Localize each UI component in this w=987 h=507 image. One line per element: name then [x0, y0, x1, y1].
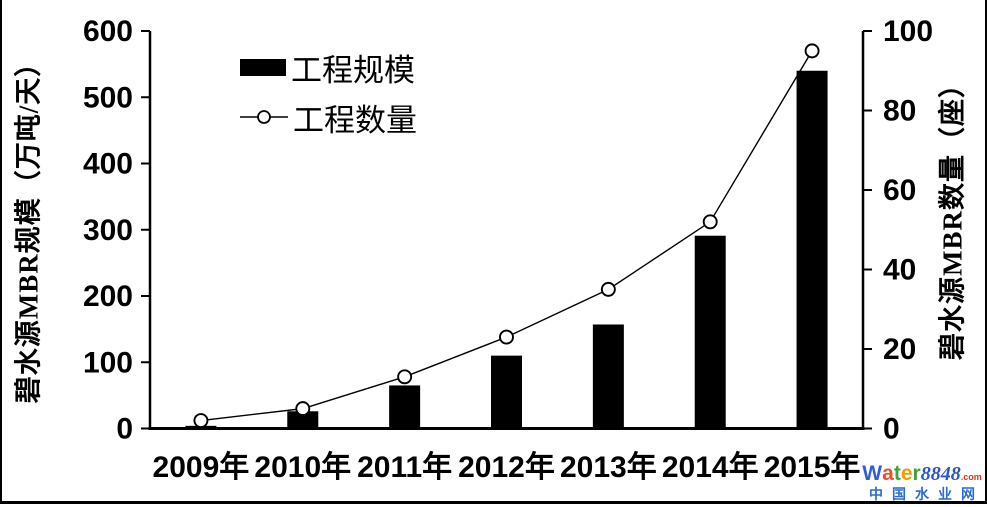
bar-2012年 [491, 355, 522, 429]
legend-label-bar-series: 工程规模 [291, 52, 415, 88]
x-axis-tick-label: 2014年 [662, 451, 759, 484]
legend-item-line-series: 工程数量 [240, 92, 417, 142]
right-axis-tick-label: 100 [883, 15, 933, 48]
watermark-brand-word: Water [862, 462, 920, 485]
watermark: Water8848.com 中国水业网 [860, 463, 984, 501]
left-axis-tick-label: 600 [83, 15, 133, 48]
right-axis-tick-label: 20 [883, 333, 916, 366]
bar-2011年 [389, 385, 421, 429]
x-axis-tick-label: 2015年 [764, 451, 861, 484]
left-axis-tick-label: 0 [116, 413, 133, 446]
marker-2011年 [397, 369, 413, 385]
right-axis-title: 碧水源MBR数量（座） [937, 70, 968, 360]
x-axis-tick-label: 2013年 [560, 451, 657, 484]
watermark-letter: e [900, 462, 913, 485]
watermark-tagline: 中国水业网 [869, 486, 984, 502]
bar-swatch-icon [240, 58, 286, 76]
left-axis-tick-label: 100 [83, 346, 133, 379]
marker-2015年 [804, 43, 820, 59]
watermark-brand-number: 8848 [920, 463, 961, 485]
right-axis-tick-label: 80 [883, 95, 916, 128]
watermark-letter: t [893, 462, 901, 485]
left-axis-title: 碧水源MBR规模（万吨/天） [13, 48, 44, 404]
watermark-brand: Water8848.com [860, 463, 984, 484]
legend: 工程规模 工程数量 [240, 42, 417, 142]
x-axis-tick-label: 2009年 [153, 451, 250, 484]
watermark-brand-suffix: .com [960, 472, 982, 482]
bar-2015年 [796, 70, 828, 429]
right-axis-tick-label: 0 [883, 413, 900, 446]
x-axis-tick-label: 2012年 [458, 451, 555, 484]
legend-label-line-series: 工程数量 [293, 102, 417, 138]
line-marker-swatch-icon [240, 109, 288, 125]
bar-2013年 [592, 324, 624, 429]
marker-2010年 [295, 401, 311, 417]
watermark-letter: W [862, 462, 883, 485]
marker-2013年 [600, 281, 616, 297]
right-axis-tick-label: 60 [883, 174, 916, 207]
left-axis-tick-label: 400 [83, 148, 133, 181]
left-axis-tick-label: 200 [83, 280, 133, 313]
legend-item-bar-series: 工程规模 [240, 42, 417, 92]
watermark-letter: a [882, 462, 894, 485]
marker-2009年 [193, 413, 209, 428]
bar-2010年 [287, 411, 319, 429]
left-axis-tick-label: 500 [83, 81, 133, 114]
left-axis-tick-label: 300 [83, 214, 133, 247]
marker-2012年 [499, 329, 514, 345]
bar-2014年 [694, 235, 726, 429]
x-axis-tick-label: 2011年 [357, 451, 452, 484]
right-axis-tick-label: 40 [883, 254, 916, 287]
watermark-letter: r [912, 462, 921, 485]
x-axis-tick-label: 2010年 [254, 451, 351, 484]
marker-2014年 [702, 214, 718, 230]
